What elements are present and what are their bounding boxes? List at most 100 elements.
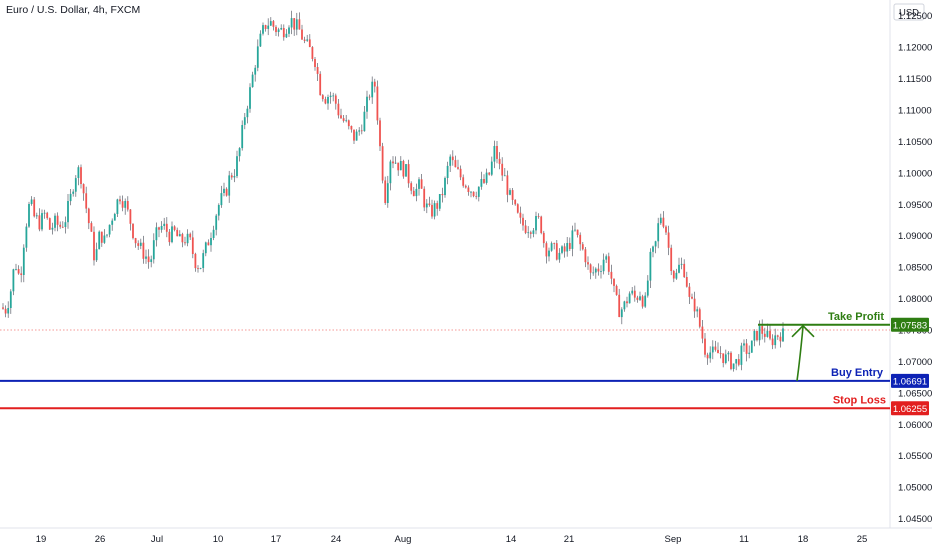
candle: [2, 303, 4, 310]
candle-body: [639, 296, 641, 300]
candle-body: [737, 359, 740, 365]
candle-body: [782, 328, 784, 342]
candle-body: [532, 230, 535, 234]
currency-box[interactable]: [893, 3, 925, 21]
candle: [72, 189, 75, 197]
candle-body: [675, 272, 678, 279]
candle: [553, 242, 556, 250]
candle: [368, 94, 371, 101]
candle-body: [727, 352, 730, 355]
candle: [163, 217, 166, 230]
candle-body: [103, 235, 106, 243]
candle: [74, 175, 77, 197]
candle: [207, 239, 210, 246]
candle: [340, 108, 342, 119]
candle-body: [636, 297, 639, 300]
candle: [659, 213, 662, 225]
candle-body: [418, 179, 420, 189]
candle-body: [672, 271, 675, 279]
candle-body: [303, 39, 306, 41]
candle-body: [485, 172, 488, 183]
candle-body: [311, 47, 314, 59]
candle-body: [199, 268, 202, 269]
candle-body: [563, 246, 566, 252]
candle: [727, 351, 730, 362]
candle-body: [106, 234, 108, 236]
candle-body: [334, 95, 337, 104]
candle: [644, 292, 647, 308]
candle-body: [150, 259, 153, 262]
candle-body: [41, 213, 43, 230]
candle: [449, 154, 452, 172]
candle-body: [87, 208, 90, 224]
time-tick-label: Jul: [151, 534, 163, 545]
candle-body: [215, 215, 218, 230]
candle-body: [454, 160, 457, 168]
candle: [550, 241, 553, 252]
candle: [545, 241, 548, 264]
chart-title: Euro / U.S. Dollar, 4h, FXCM: [6, 4, 140, 16]
candle: [35, 212, 38, 219]
candle-body: [758, 326, 761, 341]
candle-body: [662, 217, 665, 227]
candle: [321, 94, 324, 102]
candle-body: [228, 175, 231, 196]
candle-body: [100, 231, 103, 243]
candle: [457, 159, 459, 170]
candle: [132, 223, 134, 240]
candle-body: [579, 234, 582, 245]
candle: [392, 156, 394, 169]
candle-body: [631, 290, 634, 294]
candle: [85, 186, 88, 214]
candle-body: [191, 237, 194, 254]
candle-body: [9, 291, 12, 308]
candle: [238, 147, 241, 162]
candle-body: [493, 146, 496, 162]
candle: [33, 197, 36, 218]
candle-body: [43, 212, 46, 214]
candle: [43, 209, 46, 219]
candle: [184, 236, 186, 246]
level-price-badge: [891, 317, 929, 332]
candle: [189, 232, 192, 240]
candle-body: [280, 28, 283, 30]
candle-body: [628, 293, 631, 304]
candle: [386, 175, 389, 208]
candle-body: [379, 120, 381, 147]
candle: [186, 229, 189, 247]
candle-body: [615, 285, 618, 295]
candle: [77, 165, 80, 186]
candle-body: [722, 353, 725, 363]
candle: [542, 230, 545, 248]
candle: [22, 244, 25, 283]
candle-body: [272, 21, 275, 27]
candle-body: [779, 336, 782, 342]
candle: [324, 96, 327, 105]
candle-body: [254, 67, 257, 75]
price-tick-label: 1.08000: [898, 294, 932, 305]
candle-body: [428, 203, 431, 205]
candle-body: [61, 226, 64, 228]
candle-body: [160, 226, 163, 230]
candle: [579, 232, 582, 251]
candle-body: [633, 290, 636, 298]
candle-body: [750, 340, 753, 353]
candle: [665, 225, 667, 235]
candle-body: [488, 172, 491, 175]
level-price-badge: [891, 373, 929, 388]
candle: [483, 174, 485, 184]
candle: [345, 115, 348, 123]
candle-body: [743, 343, 745, 346]
candle: [373, 78, 376, 93]
candle-body: [327, 97, 329, 104]
candle: [46, 211, 49, 220]
candle: [597, 263, 600, 276]
candle-body: [233, 176, 236, 178]
candle-body: [769, 330, 771, 339]
candle-body: [124, 201, 127, 208]
candle-body: [410, 183, 413, 191]
candle: [249, 83, 251, 113]
candle: [202, 249, 205, 273]
candle-body: [147, 256, 150, 263]
candle: [165, 217, 168, 238]
